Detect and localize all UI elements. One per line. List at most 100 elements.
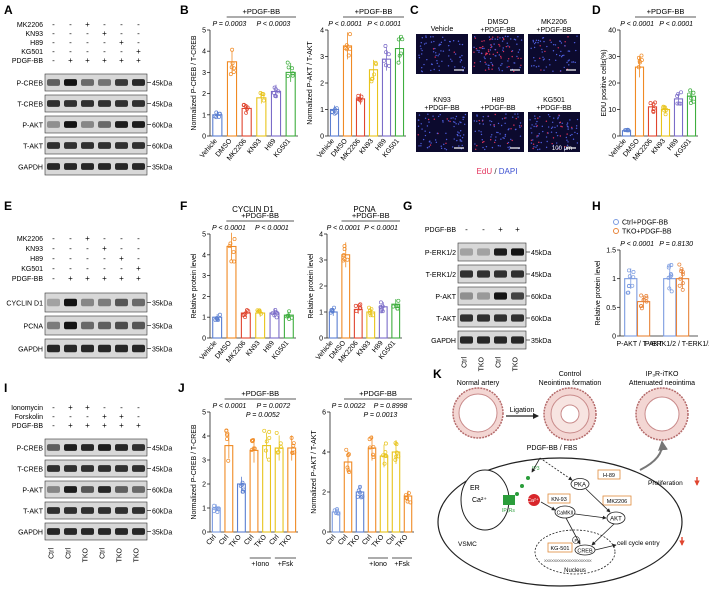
dapi-nucleus (480, 133, 483, 136)
label-ca-er: Ca²⁺ (472, 497, 487, 504)
dapi-nucleus (493, 125, 496, 128)
edu-nucleus (511, 50, 513, 53)
x-tick-label: P-AKT / T-AKT (616, 341, 663, 348)
dapi-nucleus (514, 39, 517, 41)
dapi-nucleus (481, 47, 484, 50)
condition-label: PDGF-BB (12, 58, 43, 65)
data-point (371, 455, 376, 460)
dapi-nucleus (490, 120, 493, 123)
data-point (395, 304, 400, 309)
dapi-nucleus (421, 128, 423, 130)
dapi-nucleus (489, 120, 491, 122)
dapi-nucleus (435, 54, 437, 57)
data-point (369, 77, 374, 81)
dapi-nucleus (454, 121, 456, 124)
significance-label: P = 0.8998 (374, 403, 408, 410)
data-point (675, 101, 680, 106)
condition-sign: - (52, 254, 55, 263)
data-point (676, 91, 681, 96)
dapi-nucleus (417, 119, 420, 121)
dapi-nucleus (454, 118, 457, 120)
dapi-nucleus (460, 59, 463, 62)
dapi-nucleus (501, 118, 504, 120)
dapi-nucleus (452, 40, 455, 42)
edu-nucleus (566, 133, 568, 135)
condition-sign: - (120, 47, 123, 56)
dapi-nucleus (453, 125, 455, 128)
data-point (395, 306, 400, 311)
dapi-nucleus (567, 60, 569, 62)
data-point (667, 263, 672, 268)
dapi-nucleus (438, 43, 441, 46)
edu-nucleus (453, 51, 456, 53)
edu-nucleus (552, 137, 555, 139)
dapi-nucleus (457, 134, 459, 137)
significance-label: P = 0.0022 (332, 403, 366, 410)
edu-nucleus (429, 144, 432, 146)
blot-band (64, 465, 77, 472)
inhibitor-kg501-box (547, 542, 573, 553)
dapi-nucleus (452, 117, 454, 119)
blot-band (47, 344, 60, 353)
dapi-nucleus (481, 139, 483, 141)
data-point (273, 309, 278, 314)
dapi-nucleus (556, 125, 559, 127)
data-point (367, 437, 372, 442)
dapi-nucleus (455, 115, 458, 118)
data-point (330, 309, 335, 314)
dapi-nucleus (506, 66, 508, 68)
blot-strip (44, 136, 148, 155)
dapi-nucleus (568, 64, 570, 66)
label-camkii: CaMKII (557, 511, 574, 517)
label-proliferation: Proliferation (648, 480, 683, 487)
dapi-nucleus (452, 121, 455, 123)
dapi-nucleus (478, 51, 480, 54)
dapi-nucleus (571, 61, 573, 63)
kda-label: 60kDa (531, 316, 551, 323)
dapi-nucleus (551, 126, 554, 128)
x-tick-label: Vehicle (199, 138, 219, 160)
dapi-nucleus (489, 57, 492, 60)
dapi-nucleus (546, 45, 548, 48)
edu-nucleus (473, 65, 475, 67)
dapi-nucleus (530, 47, 532, 50)
data-point (383, 44, 388, 48)
group-label: +PDGF-BB (242, 7, 280, 16)
data-point (355, 494, 360, 499)
data-point (357, 97, 362, 102)
panel-label-a: A (4, 3, 13, 17)
edu-nucleus (487, 49, 490, 51)
treatment-label: +Fsk (278, 561, 294, 568)
condition-sign: - (69, 20, 72, 29)
data-point (256, 309, 261, 314)
blot-band (81, 298, 94, 307)
significance-label: P < 0.0001 (620, 21, 654, 28)
blot-band (477, 336, 490, 344)
blot-band (477, 314, 490, 322)
blot-band (115, 444, 128, 451)
condition-sign: - (69, 264, 72, 273)
condition-sign: - (52, 56, 55, 65)
blot-band (494, 248, 507, 256)
edu-nucleus (498, 43, 500, 46)
label-normal-artery: Normal artery (457, 380, 500, 387)
data-point (286, 313, 291, 318)
condition-sign: - (137, 403, 140, 412)
label-kn93: KN-93 (551, 497, 567, 503)
dapi-nucleus (563, 66, 565, 69)
blot-band (47, 79, 60, 86)
data-point (263, 448, 268, 453)
path-creb-cycle (594, 543, 617, 551)
y-tick-label: 2 (202, 91, 206, 98)
dapi-nucleus (564, 45, 566, 47)
blot-band (98, 163, 111, 170)
dapi-nucleus (473, 120, 476, 122)
data-point (292, 450, 297, 455)
data-point (290, 66, 295, 71)
label-vsmc: VSMC (458, 541, 477, 548)
dapi-nucleus (474, 143, 476, 145)
condition-sign: - (52, 421, 55, 430)
dapi-nucleus (542, 56, 544, 58)
dapi-nucleus (489, 49, 492, 51)
data-point (250, 439, 255, 444)
